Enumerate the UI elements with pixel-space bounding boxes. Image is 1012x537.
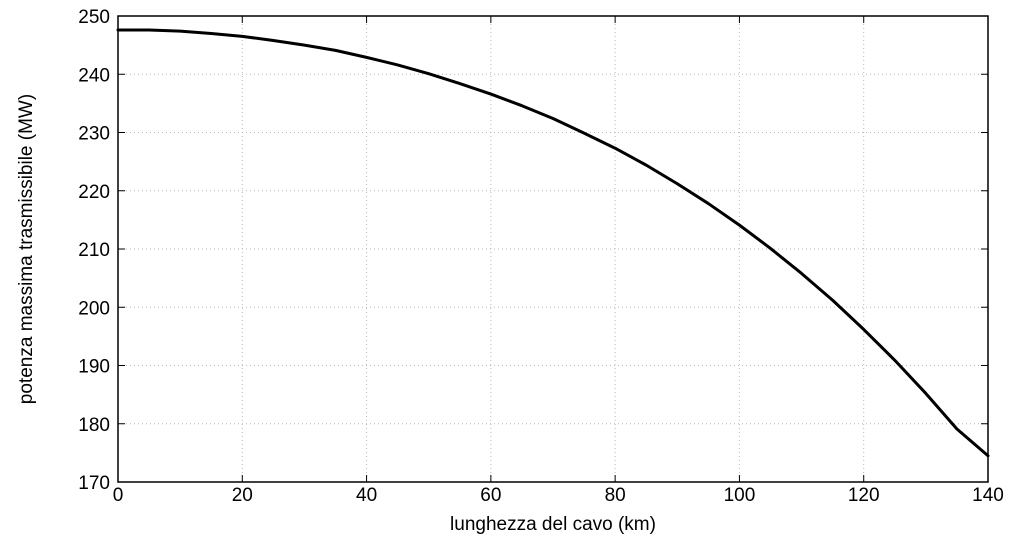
x-tick-label: 20 bbox=[232, 485, 253, 506]
axis-ticks: 0 20 40 60 80 100 120 140 170 180 190 200 210 220 230 2… bbox=[78, 7, 1004, 506]
x-tick-label: 40 bbox=[356, 485, 377, 506]
y-tick-label: 240 bbox=[78, 65, 110, 86]
y-axis-label: potenza massima trasmissibile (MW) bbox=[16, 94, 37, 404]
grid-lines bbox=[118, 16, 988, 482]
x-tick-label: 60 bbox=[480, 485, 501, 506]
y-tick-label: 180 bbox=[78, 415, 110, 436]
plot-frame bbox=[117, 15, 989, 483]
y-tick-label: 220 bbox=[78, 182, 110, 203]
y-tick-label: 250 bbox=[78, 7, 110, 28]
y-tick-label: 230 bbox=[78, 124, 110, 145]
y-tick-label: 200 bbox=[78, 298, 110, 319]
series-layer bbox=[116, 28, 990, 458]
x-tick-label: 140 bbox=[972, 485, 1004, 506]
y-tick-label: 210 bbox=[78, 240, 110, 261]
series-line bbox=[116, 28, 990, 458]
x-tick-label: 120 bbox=[848, 485, 880, 506]
x-tick-label: 80 bbox=[605, 485, 626, 506]
y-tick-label: 190 bbox=[78, 357, 110, 378]
x-axis-label: lunghezza del cavo (km) bbox=[450, 514, 656, 535]
x-tick-label: 100 bbox=[724, 485, 756, 506]
x-tick-label: 0 bbox=[113, 485, 124, 506]
y-tick-label: 170 bbox=[78, 473, 110, 494]
